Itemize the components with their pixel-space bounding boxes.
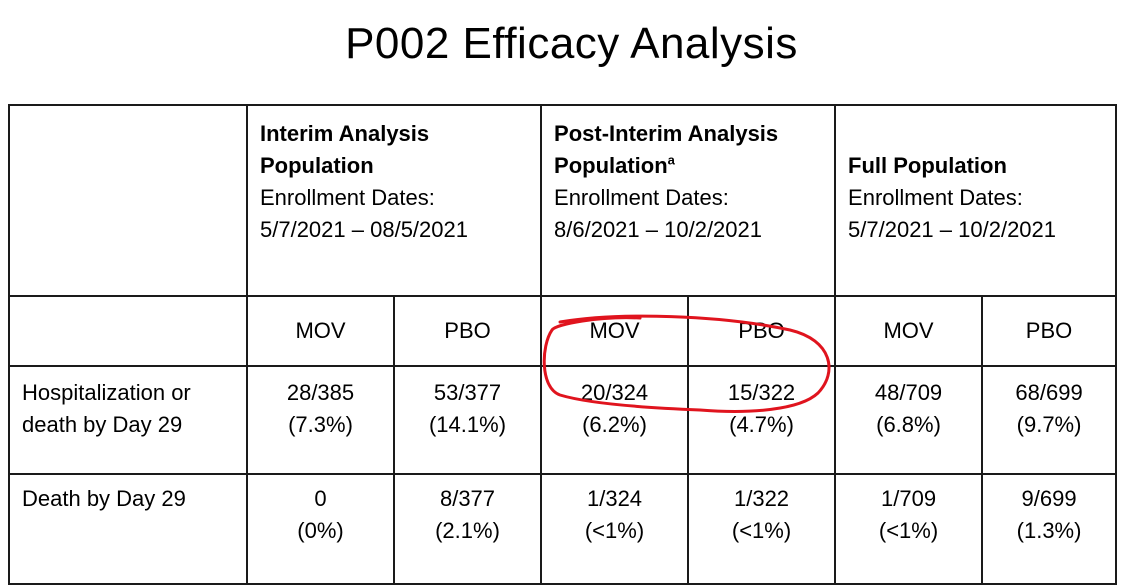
group-title: Population [260,153,374,178]
table-row: Death by Day 29 0 (0%) 8/377 (2.1%) 1/324 (… [8,473,1118,585]
cell-count: 68/699 [1015,380,1083,405]
group-title: Post-Interim Analysis [554,121,779,146]
date-end: 10/2/2021 [958,217,1057,242]
group-title: Interim Analysis [260,121,430,146]
enrollment-dates: 5/7/2021 – 10/2/2021 [848,214,1103,246]
cell-percent: (4.7%) [729,412,794,437]
enrollment-dates: 5/7/2021 – 08/5/2021 [260,214,528,246]
arm-header: PBO [981,295,1118,367]
row-label: Death by Day 29 [8,473,248,585]
cell-count: 9/699 [1021,486,1077,511]
data-cell: 15/322 (4.7%) [687,365,837,475]
table-row: Hospitalization or death by Day 29 28/38… [8,365,1118,475]
row-label-line: Hospitalization or [22,380,191,405]
arm-header-row: MOV PBO MOV PBO MOV PBO [8,295,1118,367]
cell-percent: (7.3%) [288,412,353,437]
cell-percent: (1.3%) [1016,518,1082,543]
data-cell: 8/377 (2.1%) [392,473,543,585]
cell-count: 20/324 [580,380,649,405]
cell-percent: (<1%) [584,518,645,543]
page-title: P002 Efficacy Analysis [345,19,798,68]
data-cell: 1/322 (<1%) [687,473,837,585]
data-cell: 68/699 (9.7%) [981,365,1118,475]
corner-cell [8,104,248,297]
arm-header: MOV [540,295,690,367]
cell-count: 1/324 [586,486,643,511]
data-cell: 28/385 (7.3%) [246,365,395,475]
cell-percent: (0%) [297,518,344,543]
date-start: 5/7/2021 [848,217,934,242]
cell-count: 15/322 [727,380,796,405]
date-end: 10/2/2021 [664,217,762,242]
efficacy-table: Interim Analysis Population Enrollment D… [8,104,1118,585]
cell-count: 8/377 [439,486,496,511]
arm-header: PBO [687,295,837,367]
date-start: 5/7/2021 [260,217,346,242]
date-separator: – [639,217,665,242]
cell-percent: (9.7%) [1016,412,1082,437]
data-cell: 9/699 (1.3%) [981,473,1118,585]
arm-header: MOV [246,295,395,367]
data-cell: 48/709 (6.8%) [834,365,984,475]
cell-count: 0 [314,486,327,511]
enrollment-label: Enrollment Dates: [260,185,435,210]
cell-count: 1/709 [881,486,937,511]
cell-percent: (6.2%) [582,412,647,437]
cell-count: 28/385 [286,380,355,405]
group-title: Populationa [554,150,822,182]
enrollment-dates: 8/6/2021 – 10/2/2021 [554,214,822,246]
group-header-full: Full Population Enrollment Dates: 5/7/20… [834,104,1118,297]
arm-corner-cell [8,295,248,367]
cell-count: 53/377 [433,380,502,405]
date-end: 08/5/2021 [370,217,468,242]
cell-percent: (2.1%) [435,518,500,543]
arm-header: MOV [834,295,984,367]
row-label-line: death by Day 29 [22,412,183,437]
footnote-marker: a [667,152,675,168]
group-title-text: Population [554,153,668,178]
data-cell: 1/709 (<1%) [834,473,984,585]
date-separator: – [933,217,959,242]
data-cell: 53/377 (14.1%) [392,365,543,475]
date-separator: – [345,217,371,242]
cell-count: 1/322 [733,486,790,511]
cell-percent: (<1%) [731,518,792,543]
row-label-line: Death by Day 29 [22,486,186,511]
cell-percent: (<1%) [878,518,939,543]
cell-percent: (6.8%) [876,412,941,437]
group-header-row: Interim Analysis Population Enrollment D… [8,104,1118,297]
group-header-interim: Interim Analysis Population Enrollment D… [245,104,543,297]
data-cell: 0 (0%) [246,473,395,585]
arm-header: PBO [392,295,543,367]
row-label: Hospitalization or death by Day 29 [8,365,248,475]
date-start: 8/6/2021 [554,217,640,242]
cell-percent: (14.1%) [428,412,507,437]
data-cell: 1/324 (<1%) [540,473,690,585]
enrollment-label: Enrollment Dates: [848,185,1023,210]
group-title: Full Population [848,153,1007,178]
data-cell: 20/324 (6.2%) [540,365,690,475]
cell-count: 48/709 [874,380,943,405]
group-header-post-interim: Post-Interim Analysis Populationa Enroll… [540,104,837,297]
enrollment-label: Enrollment Dates: [554,185,729,210]
